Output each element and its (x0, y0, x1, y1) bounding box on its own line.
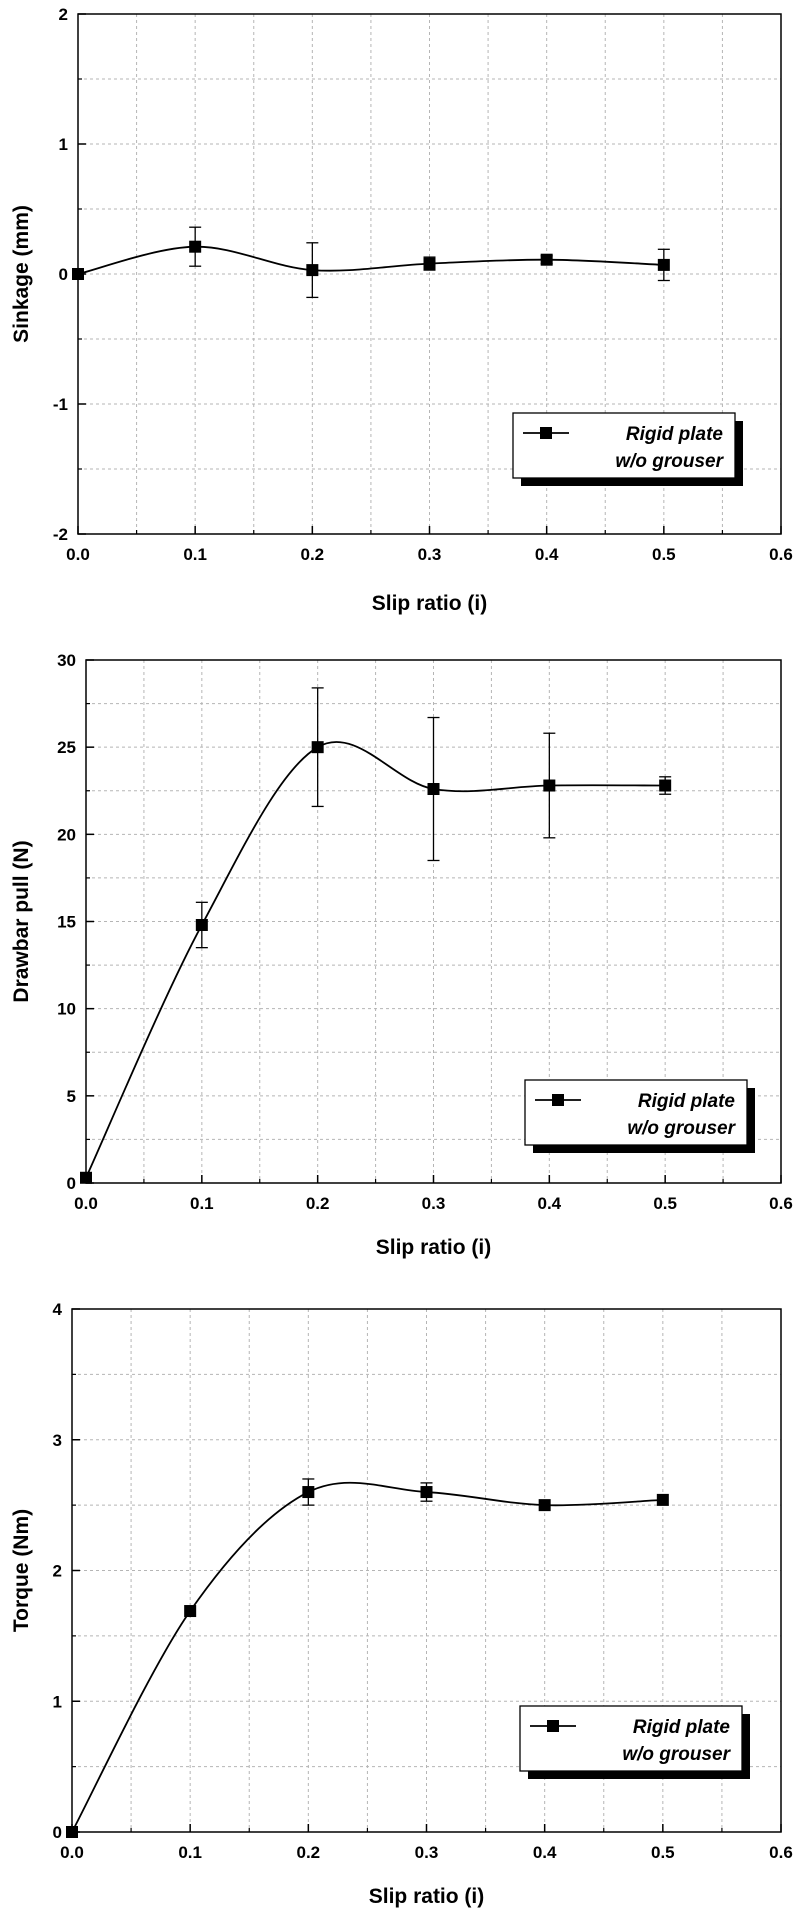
y-tick-label: 10 (57, 1000, 76, 1019)
x-tick-label: 0.2 (301, 545, 325, 564)
data-point (184, 1605, 197, 1618)
y-tick-label: 1 (53, 1692, 62, 1711)
y-tick-label: 2 (59, 5, 68, 24)
data-point (538, 1499, 551, 1512)
legend-marker (547, 1720, 559, 1732)
y-tick-label: 2 (53, 1562, 62, 1581)
x-tick-label: 0.3 (415, 1843, 439, 1862)
y-tick-label: 25 (57, 738, 76, 757)
legend-box (519, 1705, 743, 1772)
y-tick-label: 15 (57, 913, 76, 932)
x-tick-label: 0.1 (190, 1194, 214, 1213)
x-tick-label: 0.3 (422, 1194, 446, 1213)
x-tick-label: 0.0 (66, 545, 90, 564)
x-tick-label: 0.3 (418, 545, 442, 564)
data-point (656, 1493, 669, 1506)
y-tick-label: -1 (53, 395, 68, 414)
data-point (427, 783, 440, 796)
y-tick-label: 3 (53, 1431, 62, 1450)
x-tick-label: 0.4 (535, 545, 559, 564)
legend-marker (552, 1094, 564, 1106)
x-tick-label: 0.4 (538, 1194, 562, 1213)
x-tick-label: 0.2 (297, 1843, 321, 1862)
chart-panel-1: 0.0 0.1 0.2 0.3 0.4 0.5 0.6 -2 -1 0 1 2 Slip ratio (… (10, 5, 793, 615)
x-tick-label: 0.4 (533, 1843, 557, 1862)
y-axis-title: Torque (Nm) (10, 1509, 33, 1632)
x-tick-label: 0.6 (769, 545, 793, 564)
data-point (657, 258, 670, 271)
x-axis-title: Slip ratio (i) (372, 592, 488, 615)
data-point (195, 918, 208, 931)
y-axis-title: Drawbar pull (N) (10, 840, 33, 1002)
data-point (66, 1826, 78, 1838)
data-point (306, 264, 319, 277)
data-point (80, 1171, 92, 1184)
x-tick-label: 0.2 (306, 1194, 330, 1213)
x-axis-title: Slip ratio (i) (376, 1236, 492, 1259)
x-tick-label: 0.1 (183, 545, 207, 564)
x-tick-label: 0.5 (651, 1843, 675, 1862)
y-tick-label: 0 (59, 265, 68, 284)
data-point (189, 240, 202, 253)
y-tick-label: -2 (53, 525, 68, 544)
x-tick-label: 0.0 (60, 1843, 84, 1862)
chart-panel-2: 0.0 0.1 0.2 0.3 0.4 0.5 0.6 0 5 10 15 20 25 30 Slip ra… (10, 651, 793, 1259)
data-point (659, 779, 672, 792)
legend-label: w/o grouser (627, 1118, 736, 1139)
legend-label: w/o grouser (622, 1744, 731, 1765)
y-tick-label: 20 (57, 825, 76, 844)
y-tick-label: 1 (59, 135, 68, 154)
legend-label: Rigid plate (626, 424, 724, 445)
chart-panel-3: 0.0 0.1 0.2 0.3 0.4 0.5 0.6 0 1 2 3 4 Slip ratio (i)… (10, 1300, 793, 1908)
data-point (540, 253, 553, 266)
x-axis-title: Slip ratio (i) (369, 1885, 485, 1908)
legend-marker (540, 427, 552, 439)
x-tick-label: 0.5 (653, 1194, 677, 1213)
x-tick-label: 0.1 (178, 1843, 202, 1862)
data-point (420, 1486, 433, 1499)
y-tick-label: 0 (67, 1174, 76, 1193)
x-tick-label: 0.5 (652, 545, 676, 564)
data-point (302, 1486, 315, 1499)
data-point (543, 779, 556, 792)
x-tick-label: 0.6 (769, 1194, 793, 1213)
y-tick-label: 0 (53, 1823, 62, 1842)
series-line (77, 245, 664, 275)
y-axis-title: Sinkage (mm) (10, 205, 33, 343)
y-tick-label: 5 (67, 1087, 76, 1106)
x-tick-label: 0.0 (74, 1194, 98, 1213)
data-point (311, 741, 324, 754)
data-point (423, 257, 436, 270)
y-tick-label: 4 (53, 1300, 63, 1319)
legend-label: w/o grouser (615, 451, 724, 472)
y-tick-label: 30 (57, 651, 76, 670)
data-point (72, 268, 84, 280)
x-tick-label: 0.6 (769, 1843, 793, 1862)
legend-label: Rigid plate (633, 1717, 731, 1738)
legend-box (524, 1079, 748, 1146)
legend-label: Rigid plate (638, 1091, 736, 1112)
legend-box (512, 412, 736, 479)
